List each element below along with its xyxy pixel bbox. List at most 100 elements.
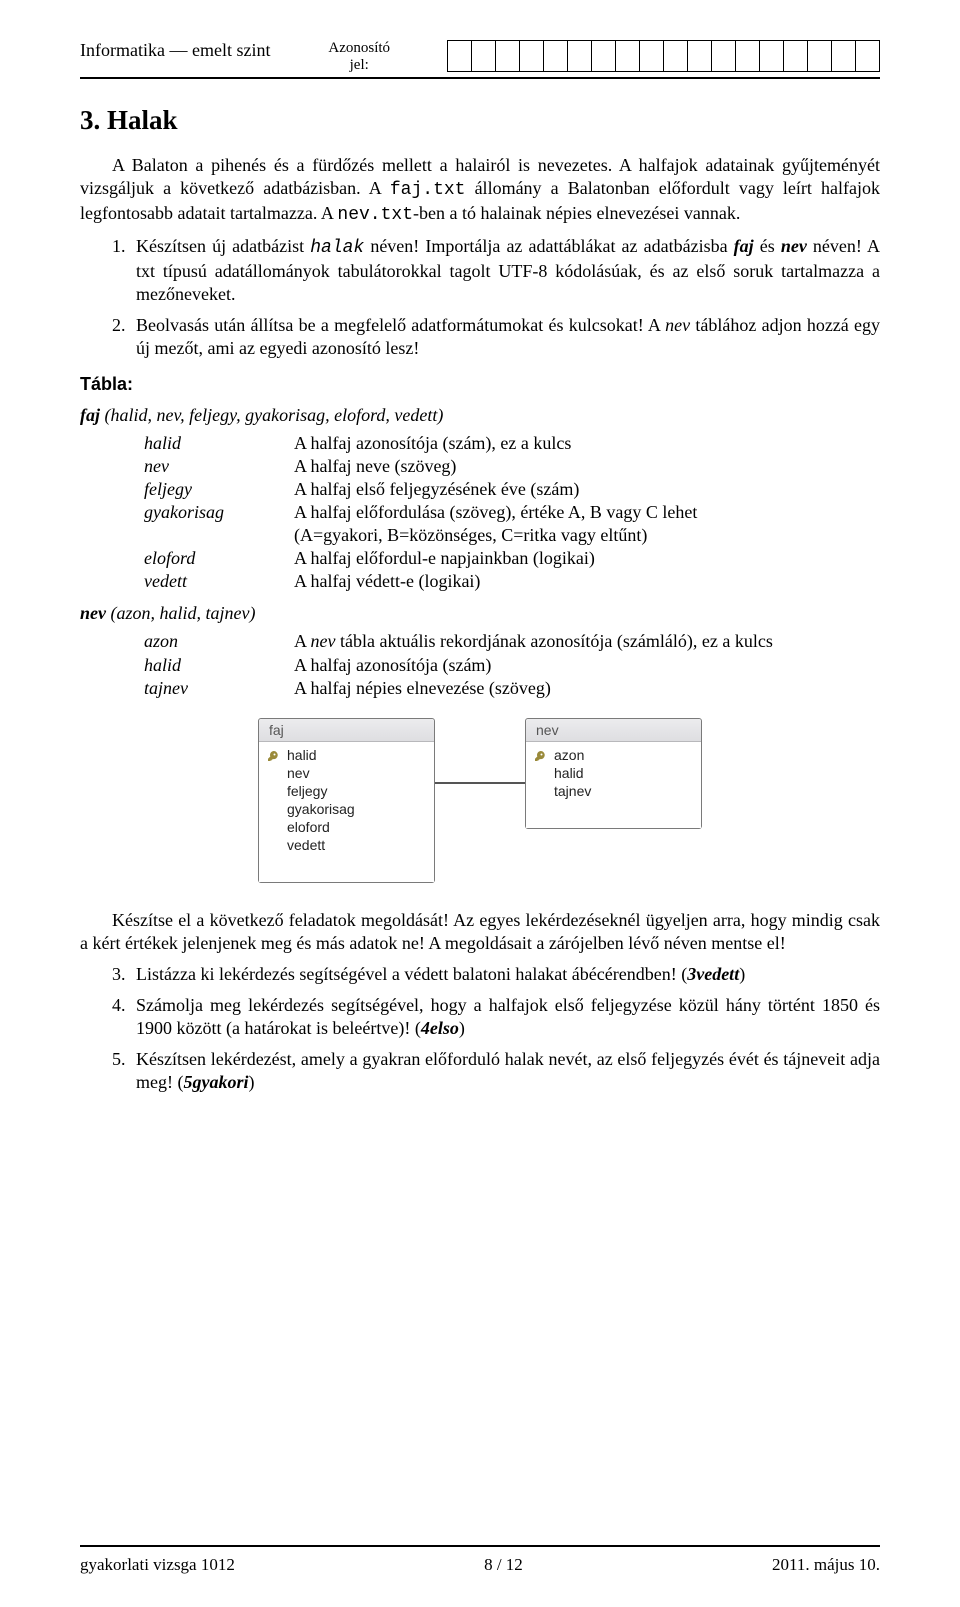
field-desc: A halfaj előfordul-e napjainkban (logika… — [294, 547, 880, 570]
field-row: elofordA halfaj előfordul-e napjainkban … — [144, 547, 880, 570]
task-text: Számolja meg lekérdezés segítségével, ho… — [136, 995, 880, 1038]
task-list-top: 1.Készítsen új adatbázist halak néven! I… — [80, 235, 880, 360]
field-row: feljegyA halfaj első feljegyzésének éve … — [144, 478, 880, 501]
footer-right: 2011. május 10. — [772, 1555, 880, 1575]
erd-field: halid — [526, 764, 701, 782]
field-desc: A halfaj azonosítója (szám) — [294, 654, 880, 677]
page-footer: gyakorlati vizsga 1012 8 / 12 2011. máju… — [80, 1551, 880, 1575]
task-item: 4. Számolja meg lekérdezés segítségével, … — [112, 994, 880, 1040]
page: Informatika — emelt szint Azonosító jel:… — [0, 0, 960, 1607]
schema-nev-sig: (azon, halid, tajnev) — [111, 603, 256, 623]
id-cell — [783, 40, 808, 72]
erd-field: tajnev — [526, 782, 701, 800]
id-cell — [591, 40, 616, 72]
id-cell — [807, 40, 832, 72]
erd-table-body: halid nev feljegy gyakorisag elofordvedett — [259, 742, 434, 882]
footer-center: 8 / 12 — [484, 1555, 523, 1575]
erd-table-title: nev — [526, 719, 701, 742]
id-label-line1: Azonosító — [328, 40, 390, 56]
erd-field: azon — [526, 746, 701, 764]
id-cell — [735, 40, 760, 72]
fields-faj: halidA halfaj azonosítója (szám), ez a k… — [144, 432, 880, 593]
task-list-bottom: 3.Listázza ki lekérdezés segítségével a … — [80, 963, 880, 1094]
field-name: tajnev — [144, 677, 294, 700]
erd-diagram: faj halid nev feljegy gyakorisag elofordvedet… — [80, 718, 880, 883]
field-desc: A halfaj előfordulása (szöveg), értéke A… — [294, 501, 880, 524]
task-text: Beolvasás után állítsa be a megfelelő ad… — [136, 315, 880, 358]
schema-faj-sig: (halid, nev, feljegy, gyakorisag, elofor… — [105, 405, 444, 425]
erd-connector — [435, 773, 525, 833]
field-desc: A halfaj neve (szöveg) — [294, 455, 880, 478]
id-cell — [711, 40, 736, 72]
task-number: 2. — [112, 314, 126, 337]
section-title: 3. Halak — [80, 105, 880, 136]
erd-field-label: eloford — [287, 819, 330, 835]
task-number: 3. — [112, 963, 126, 986]
erd-field: feljegy — [259, 782, 434, 800]
erd-field-label: halid — [554, 765, 584, 781]
schema-nev: nev (azon, halid, tajnev) — [80, 603, 880, 624]
field-row: tajnevA halfaj népies elnevezése (szöveg… — [144, 677, 880, 700]
id-cell — [495, 40, 520, 72]
id-cell — [471, 40, 496, 72]
task-item: 2. Beolvasás után állítsa be a megfelelő … — [112, 314, 880, 360]
field-row: halidA halfaj azonosítója (szám), ez a k… — [144, 432, 880, 455]
field-name: halid — [144, 654, 294, 677]
field-row: nevA halfaj neve (szöveg) — [144, 455, 880, 478]
id-cell — [567, 40, 592, 72]
erd-field-label: feljegy — [287, 783, 327, 799]
field-row: (A=gyakori, B=közönséges, C=ritka vagy e… — [144, 524, 880, 547]
id-cell — [519, 40, 544, 72]
tabla-heading: Tábla: — [80, 374, 880, 395]
task-text: Készítsen lekérdezést, amely a gyakran e… — [136, 1049, 880, 1092]
id-cell — [687, 40, 712, 72]
erd-field: eloford — [259, 818, 434, 836]
task-number: 4. — [112, 994, 126, 1017]
erd-field-label: azon — [554, 747, 584, 763]
erd-field-label: halid — [287, 747, 317, 763]
id-label-line2: jel: — [350, 57, 369, 73]
footer-left: gyakorlati vizsga 1012 — [80, 1555, 235, 1575]
field-row: azonA nev tábla aktuális rekordjának azo… — [144, 630, 880, 653]
field-row: gyakorisagA halfaj előfordulása (szöveg)… — [144, 501, 880, 524]
schema-faj: faj (halid, nev, feljegy, gyakorisag, el… — [80, 405, 880, 426]
field-row: halidA halfaj azonosítója (szám) — [144, 654, 880, 677]
key-icon — [534, 749, 546, 761]
field-row: vedettA halfaj védett-e (logikai) — [144, 570, 880, 593]
page-header: Informatika — emelt szint Azonosító jel: — [80, 40, 880, 79]
field-name: vedett — [144, 570, 294, 593]
erd-field: vedett — [259, 836, 434, 854]
field-desc: (A=gyakori, B=közönséges, C=ritka vagy e… — [294, 524, 880, 547]
erd-field-label: nev — [287, 765, 310, 781]
intro-paragraph: A Balaton a pihenés és a fürdőzés mellet… — [80, 154, 880, 227]
id-cell — [759, 40, 784, 72]
field-name: gyakorisag — [144, 501, 294, 524]
key-icon — [267, 749, 279, 761]
task-item: 1.Készítsen új adatbázist halak néven! I… — [112, 235, 880, 306]
erd-field: halid — [259, 746, 434, 764]
header-subject: Informatika — emelt szint — [80, 40, 270, 61]
task-number: 5. — [112, 1048, 126, 1071]
erd-field: gyakorisag — [259, 800, 434, 818]
schema-nev-name: nev — [80, 603, 106, 623]
erd-field-label: tajnev — [554, 783, 591, 799]
field-desc: A halfaj azonosítója (szám), ez a kulcs — [294, 432, 880, 455]
task-text: Készítsen új adatbázist halak néven! Imp… — [136, 236, 880, 304]
erd-field-label: gyakorisag — [287, 801, 355, 817]
id-cell — [447, 40, 472, 72]
field-name: halid — [144, 432, 294, 455]
erd-table-body: azon halid tajnev — [526, 742, 701, 828]
field-desc: A halfaj népies elnevezése (szöveg) — [294, 677, 880, 700]
field-name: azon — [144, 630, 294, 653]
fields-nev: azonA nev tábla aktuális rekordjának azo… — [144, 630, 880, 699]
field-desc: A nev tábla aktuális rekordjának azonosí… — [294, 630, 880, 653]
erd-table-title: faj — [259, 719, 434, 742]
bottom-intro-paragraph: Készítse el a következő feladatok megold… — [80, 909, 880, 955]
id-cell — [543, 40, 568, 72]
task-item: 5. Készítsen lekérdezést, amely a gyakran… — [112, 1048, 880, 1094]
id-cell — [663, 40, 688, 72]
field-name: eloford — [144, 547, 294, 570]
field-name: feljegy — [144, 478, 294, 501]
id-cell — [639, 40, 664, 72]
header-id-label: Azonosító jel: — [328, 40, 390, 73]
